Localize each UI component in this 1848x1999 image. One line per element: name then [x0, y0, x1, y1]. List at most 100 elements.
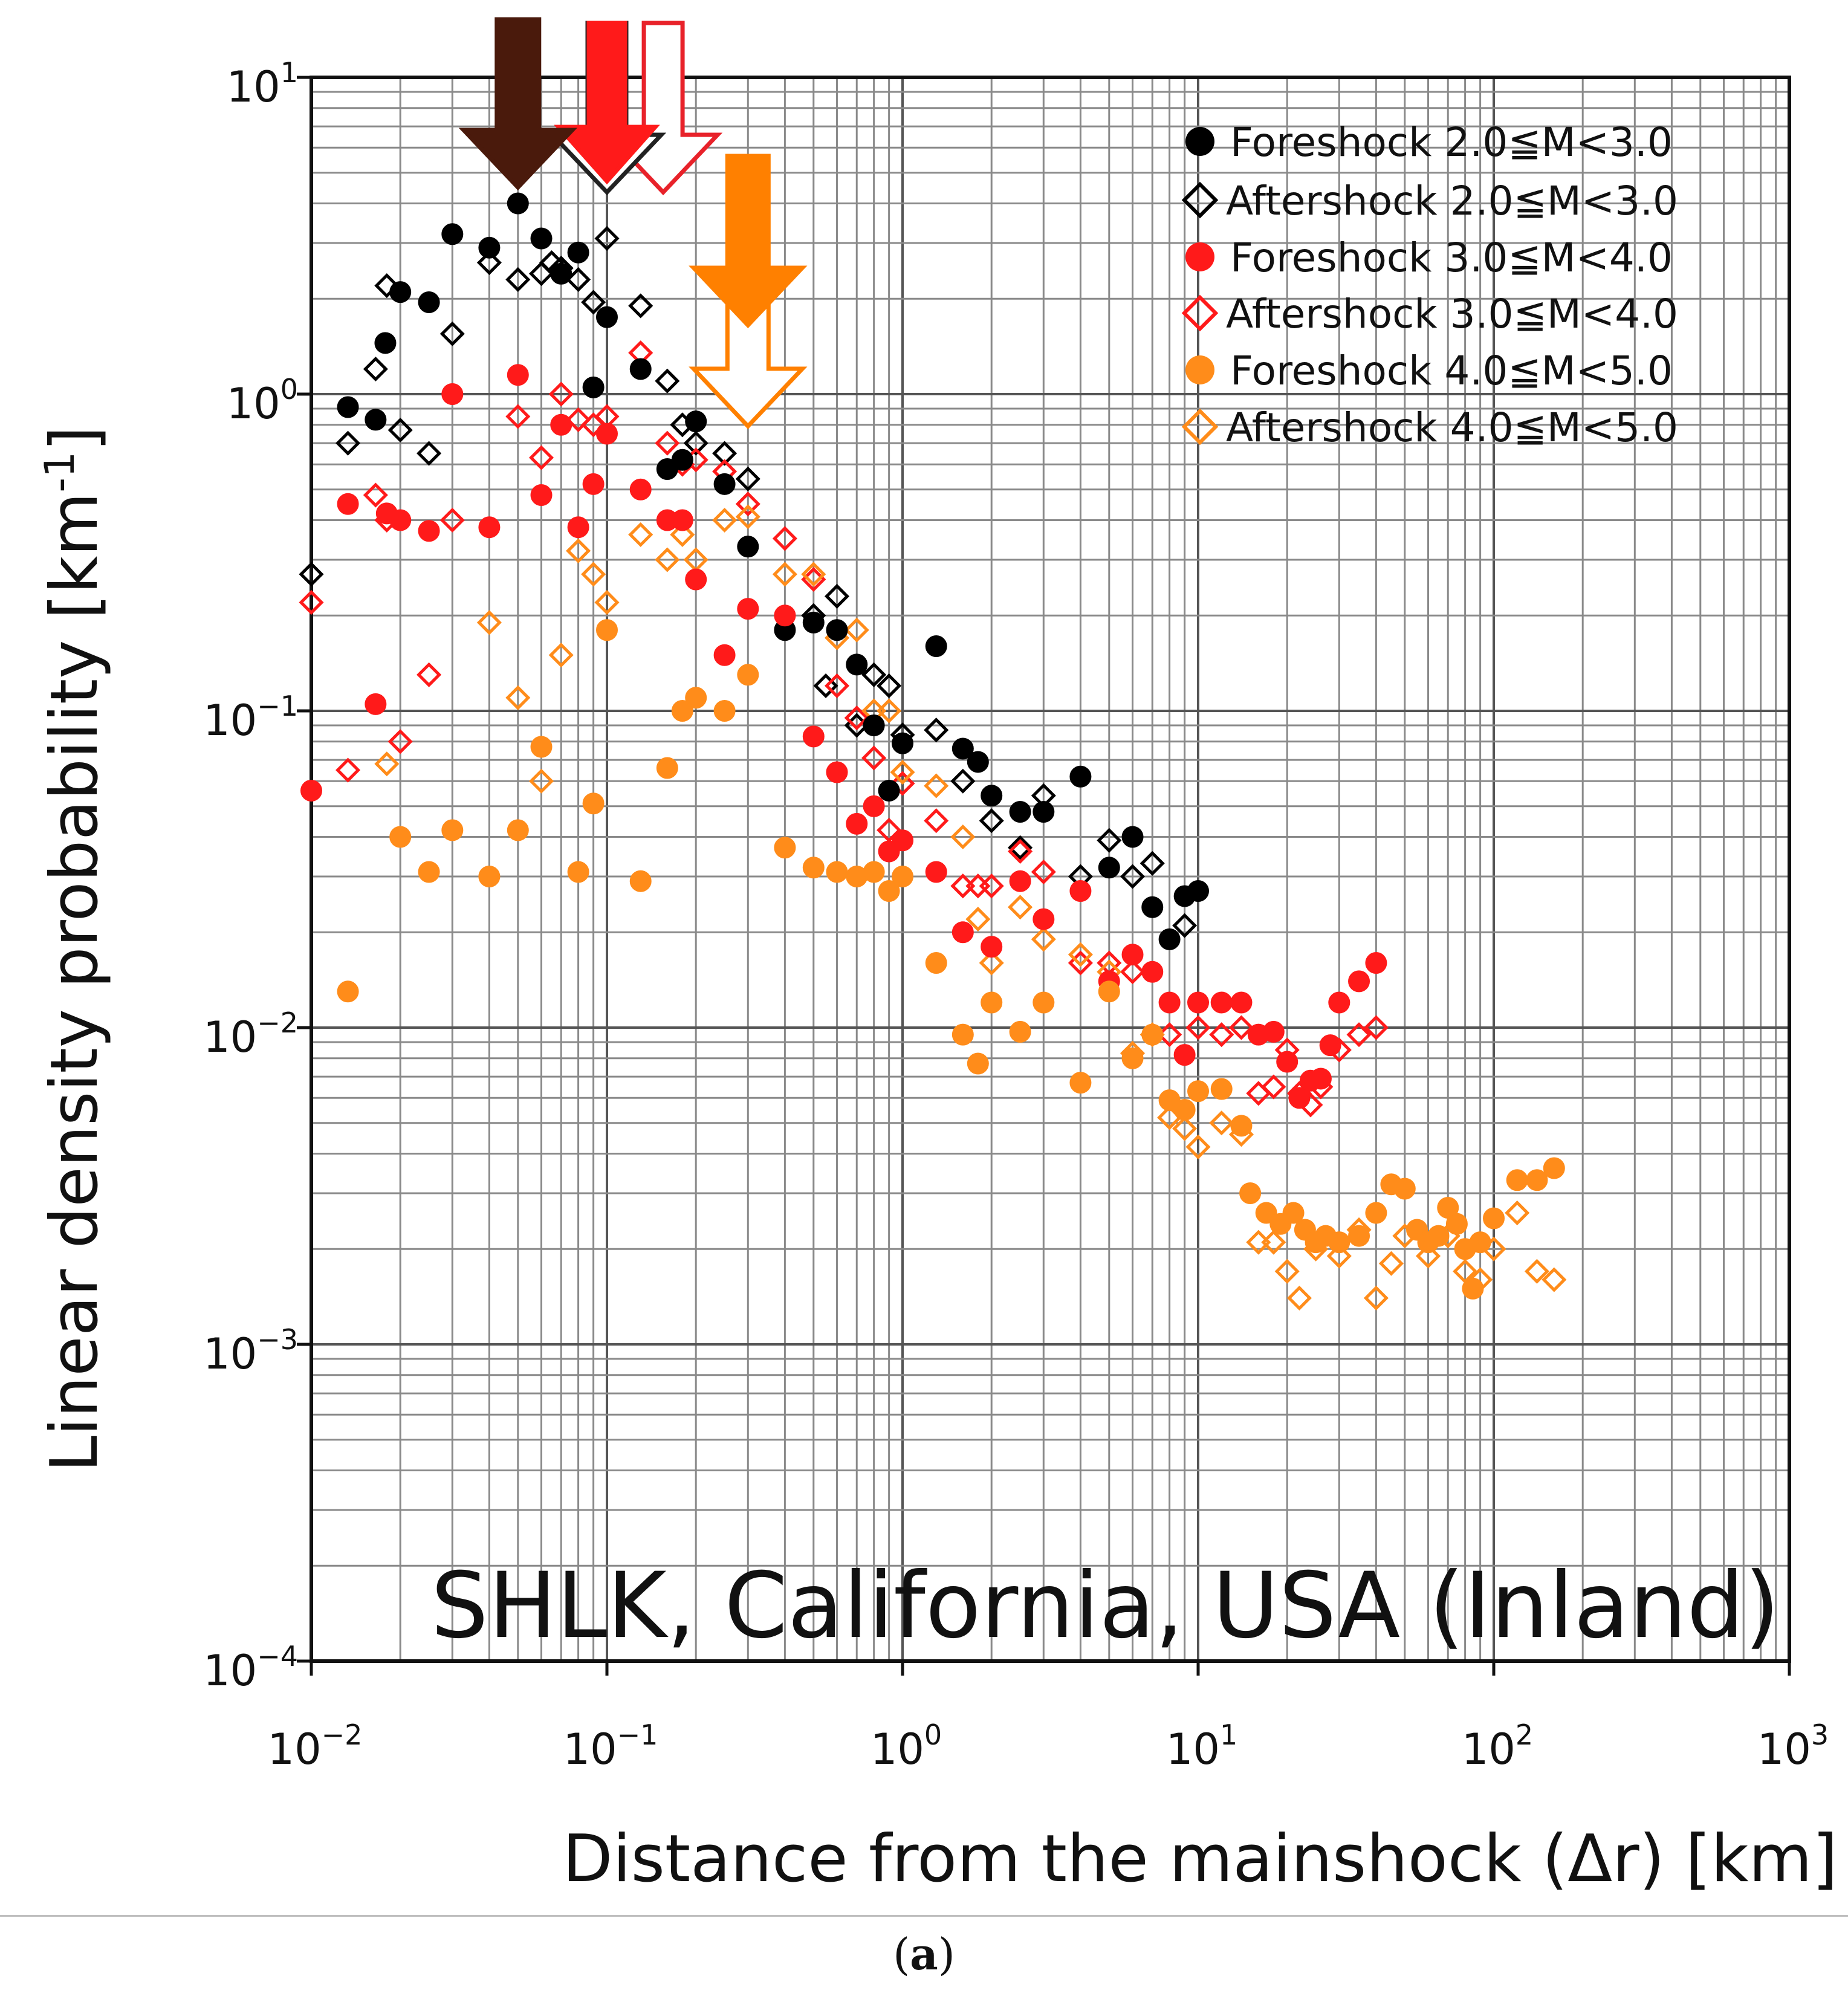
data-point-foreshock	[863, 714, 885, 736]
x-tick-exponent: −2	[322, 1719, 363, 1751]
data-point-aftershock	[924, 773, 949, 799]
data-point-foreshock	[389, 826, 412, 848]
legend-marker-circle	[1185, 355, 1214, 384]
data-point-foreshock	[1173, 1099, 1196, 1121]
data-point-aftershock	[566, 407, 591, 432]
data-point-aftershock	[813, 673, 838, 699]
data-point-foreshock	[441, 819, 464, 841]
data-point-aftershock	[890, 760, 915, 785]
data-point-foreshock	[846, 812, 868, 835]
data-point-foreshock	[878, 880, 900, 902]
data-point-foreshock	[802, 857, 825, 879]
data-point-foreshock	[671, 700, 693, 722]
data-point-aftershock	[861, 662, 887, 687]
data-point-aftershock	[1261, 1074, 1286, 1100]
data-point-foreshock	[478, 236, 501, 259]
data-point-aftershock	[1097, 828, 1122, 853]
data-point-aftershock	[861, 745, 887, 771]
data-point-foreshock	[1033, 991, 1055, 1014]
data-point-foreshock	[1069, 880, 1092, 902]
data-point-aftershock	[1008, 835, 1033, 860]
legend-marker-diamond	[1181, 181, 1219, 219]
x-tick-label: 102	[1462, 1719, 1533, 1774]
data-point-foreshock	[1276, 1051, 1298, 1073]
data-point-foreshock	[1328, 1231, 1350, 1254]
data-point-foreshock	[582, 376, 605, 398]
data-point-aftershock	[1172, 913, 1198, 938]
y-tick-exponent: 1	[280, 56, 298, 89]
data-point-foreshock	[1526, 1169, 1548, 1191]
data-point-foreshock	[1210, 991, 1233, 1014]
data-point-foreshock	[1098, 857, 1120, 879]
series-1	[299, 225, 1198, 938]
data-point-foreshock	[478, 865, 501, 887]
data-point-foreshock	[1187, 991, 1209, 1014]
data-point-aftershock	[801, 562, 826, 587]
data-point-aftershock	[628, 522, 653, 548]
x-tick-base: 10	[1757, 1725, 1811, 1774]
data-point-foreshock	[1069, 1072, 1092, 1094]
data-point-aftershock	[548, 381, 574, 407]
data-point-aftershock	[628, 293, 653, 319]
data-point-foreshock	[582, 792, 605, 815]
series-2	[300, 364, 1387, 1109]
data-point-foreshock	[802, 725, 825, 748]
series-0	[337, 192, 1209, 950]
legend-label: Aftershock 2.0≦M<3.0	[1226, 178, 1678, 224]
data-point-foreshock	[1239, 1182, 1262, 1204]
data-point-aftershock	[548, 643, 574, 668]
data-point-aftershock	[417, 662, 442, 687]
x-tick-label: 10−1	[563, 1719, 658, 1774]
data-point-foreshock	[826, 761, 848, 783]
legend-marker-circle	[1185, 242, 1214, 271]
data-point-aftershock	[965, 907, 991, 932]
arrow-foreshock-4-5	[689, 154, 808, 329]
data-point-foreshock	[952, 921, 974, 944]
data-point-aftershock	[655, 430, 680, 456]
data-point-foreshock	[1121, 1047, 1144, 1069]
data-point-foreshock	[374, 332, 397, 354]
data-point-foreshock	[1187, 1080, 1209, 1103]
data-point-aftershock	[594, 590, 620, 615]
legend-label: Foreshock 3.0≦M<4.0	[1230, 235, 1673, 281]
y-axis-title-sup: -1	[36, 452, 84, 493]
y-tick-label: 10−1	[203, 690, 298, 745]
data-point-aftershock	[1185, 1134, 1211, 1159]
data-point-aftershock	[1008, 838, 1033, 864]
data-point-foreshock	[925, 861, 947, 883]
data-point-aftershock	[824, 583, 850, 609]
data-point-foreshock	[507, 819, 529, 841]
data-point-aftershock	[336, 757, 361, 783]
data-point-foreshock	[981, 785, 1003, 807]
data-point-foreshock	[441, 223, 464, 245]
x-tick-exponent: 3	[1811, 1719, 1829, 1751]
data-point-foreshock	[713, 473, 736, 495]
peak-arrows	[458, 17, 808, 430]
x-tick-exponent: 1	[1220, 1719, 1237, 1751]
caption-open: (	[893, 1929, 910, 1980]
data-point-aftershock	[924, 808, 949, 834]
data-point-aftershock	[712, 441, 738, 466]
data-point-aftershock	[950, 768, 976, 794]
legend-marker-circle	[1185, 127, 1214, 156]
data-point-aftershock	[1524, 1259, 1549, 1284]
data-point-foreshock	[892, 732, 913, 754]
data-point-foreshock	[1393, 1178, 1416, 1200]
data-point-aftershock	[439, 321, 465, 346]
legend-marker-diamond	[1181, 294, 1219, 332]
data-point-foreshock	[656, 757, 678, 779]
legend-label: Foreshock 2.0≦M<3.0	[1230, 119, 1673, 166]
data-point-aftershock	[670, 522, 695, 548]
y-tick-base: 10	[203, 696, 257, 745]
data-point-foreshock	[1365, 952, 1387, 974]
legend: Foreshock 2.0≦M<3.0 Aftershock 2.0≦M<3.0 F…	[1181, 119, 1678, 451]
y-tick-label: 10−3	[203, 1323, 298, 1379]
data-point-aftershock	[1031, 927, 1056, 952]
data-point-foreshock	[1348, 1225, 1370, 1247]
data-point-foreshock	[365, 409, 387, 431]
x-axis-ticks: 10−2 10−1 100 101 102 103	[268, 1719, 1829, 1774]
data-point-foreshock	[967, 1052, 989, 1075]
data-point-foreshock	[389, 509, 412, 531]
data-point-aftershock	[439, 507, 465, 533]
data-point-aftershock	[1120, 959, 1146, 985]
